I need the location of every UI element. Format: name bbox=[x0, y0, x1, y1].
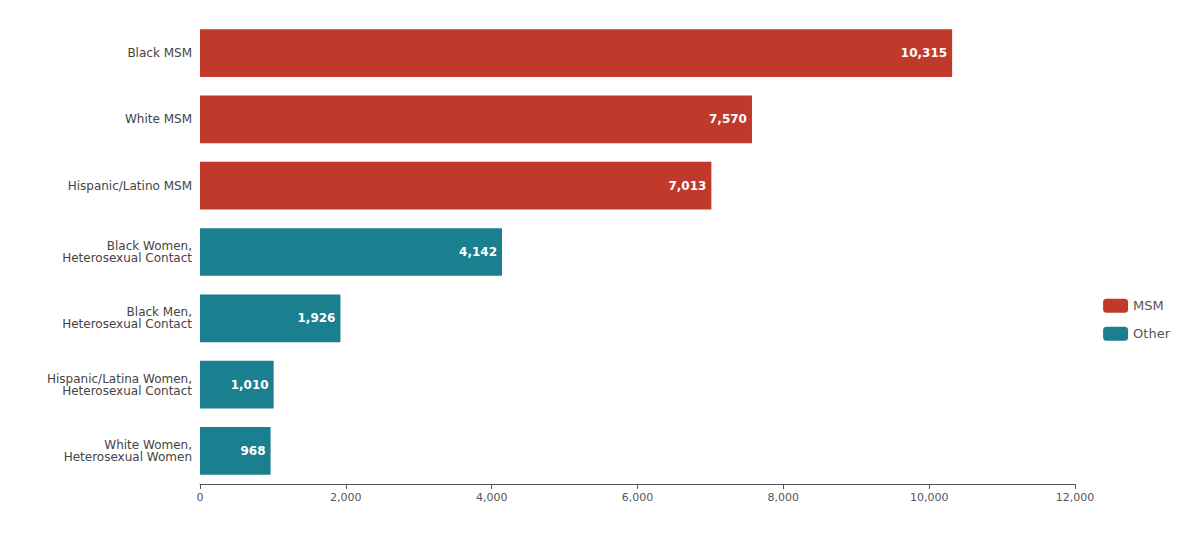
svg-text:Black Men,: Black Men, bbox=[126, 305, 192, 320]
svg-text:4,142: 4,142 bbox=[459, 245, 497, 259]
svg-text:1,926: 1,926 bbox=[297, 311, 335, 325]
svg-text:Heterosexual Contact: Heterosexual Contact bbox=[62, 384, 192, 398]
svg-text:8,000: 8,000 bbox=[768, 491, 800, 504]
svg-text:7,013: 7,013 bbox=[668, 179, 706, 193]
svg-text:MSM: MSM bbox=[1133, 298, 1164, 313]
svg-text:Hispanic/Latina Women,: Hispanic/Latina Women, bbox=[47, 371, 192, 386]
svg-text:Heterosexual Contact: Heterosexual Contact bbox=[62, 251, 192, 265]
svg-text:1,010: 1,010 bbox=[231, 378, 269, 392]
svg-text:White MSM: White MSM bbox=[125, 112, 192, 126]
svg-text:Hispanic/Latino MSM: Hispanic/Latino MSM bbox=[68, 179, 192, 193]
svg-text:White Women,: White Women, bbox=[104, 437, 192, 452]
svg-text:2,000: 2,000 bbox=[330, 491, 362, 504]
svg-text:Heterosexual Contact: Heterosexual Contact bbox=[62, 317, 192, 331]
svg-text:Black MSM: Black MSM bbox=[127, 46, 192, 60]
svg-text:4,000: 4,000 bbox=[476, 491, 508, 504]
svg-text:12,000: 12,000 bbox=[1056, 491, 1095, 504]
svg-text:10,315: 10,315 bbox=[901, 46, 947, 60]
svg-text:Other: Other bbox=[1133, 326, 1171, 341]
svg-text:6,000: 6,000 bbox=[622, 491, 654, 504]
svg-text:Heterosexual Women: Heterosexual Women bbox=[64, 450, 192, 464]
svg-text:Black Women,: Black Women, bbox=[106, 239, 192, 253]
svg-text:968: 968 bbox=[241, 444, 266, 458]
svg-text:7,570: 7,570 bbox=[709, 112, 747, 126]
svg-text:10,000: 10,000 bbox=[910, 491, 949, 504]
svg-text:0: 0 bbox=[197, 491, 204, 504]
